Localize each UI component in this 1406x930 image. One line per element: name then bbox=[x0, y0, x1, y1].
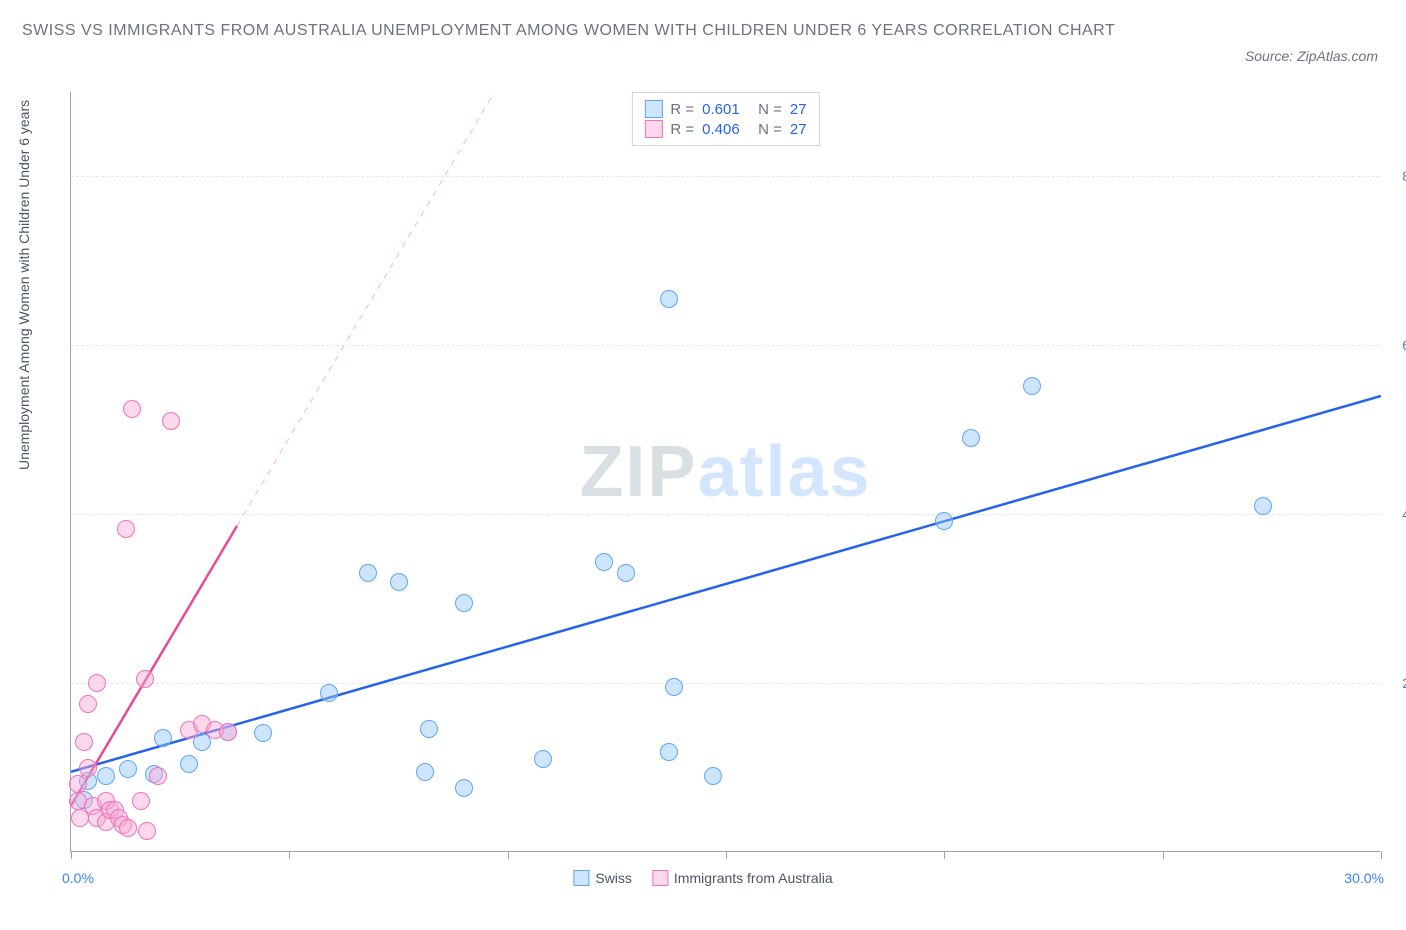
scatter-plot-area: ZIPatlas R = 0.601 N = 27 R = 0.406 N = … bbox=[70, 92, 1380, 852]
data-point bbox=[136, 670, 154, 688]
x-axis-min-label: 0.0% bbox=[62, 870, 94, 886]
data-point bbox=[132, 792, 150, 810]
data-point bbox=[180, 755, 198, 773]
data-point bbox=[962, 429, 980, 447]
x-tick bbox=[1163, 851, 1164, 859]
legend-item-swiss: Swiss bbox=[573, 870, 632, 886]
legend-label-swiss: Swiss bbox=[595, 870, 632, 886]
data-point bbox=[416, 763, 434, 781]
data-point bbox=[79, 695, 97, 713]
data-point bbox=[660, 743, 678, 761]
x-tick bbox=[508, 851, 509, 859]
x-tick bbox=[71, 851, 72, 859]
x-tick bbox=[726, 851, 727, 859]
data-point bbox=[97, 767, 115, 785]
data-point bbox=[75, 733, 93, 751]
data-point bbox=[420, 720, 438, 738]
y-tick-label: 20.0% bbox=[1402, 675, 1406, 691]
data-point bbox=[117, 520, 135, 538]
source-attribution: Source: ZipAtlas.com bbox=[1245, 48, 1378, 64]
data-point bbox=[595, 553, 613, 571]
data-point bbox=[935, 512, 953, 530]
y-tick-label: 80.0% bbox=[1402, 168, 1406, 184]
data-point bbox=[665, 678, 683, 696]
data-point bbox=[704, 767, 722, 785]
data-point bbox=[88, 674, 106, 692]
data-point bbox=[123, 400, 141, 418]
data-point bbox=[320, 684, 338, 702]
y-axis-title: Unemployment Among Women with Children U… bbox=[16, 100, 32, 470]
series-legend: Swiss Immigrants from Australia bbox=[573, 870, 832, 886]
data-point bbox=[149, 767, 167, 785]
data-point bbox=[455, 779, 473, 797]
data-point bbox=[138, 822, 156, 840]
x-tick bbox=[289, 851, 290, 859]
data-point bbox=[534, 750, 552, 768]
data-point bbox=[1254, 497, 1272, 515]
data-point bbox=[455, 594, 473, 612]
swatch-swiss-bottom bbox=[573, 870, 589, 886]
data-point bbox=[359, 564, 377, 582]
swatch-immigrants-bottom bbox=[652, 870, 668, 886]
data-point bbox=[162, 412, 180, 430]
data-point bbox=[79, 759, 97, 777]
data-point bbox=[69, 775, 87, 793]
data-point bbox=[390, 573, 408, 591]
data-point bbox=[154, 729, 172, 747]
legend-label-immigrants: Immigrants from Australia bbox=[674, 870, 833, 886]
legend-item-immigrants: Immigrants from Australia bbox=[652, 870, 833, 886]
x-tick bbox=[944, 851, 945, 859]
data-point bbox=[219, 723, 237, 741]
data-point bbox=[119, 760, 137, 778]
data-point bbox=[617, 564, 635, 582]
y-tick-label: 40.0% bbox=[1402, 506, 1406, 522]
x-axis-max-label: 30.0% bbox=[1344, 870, 1384, 886]
y-tick-label: 60.0% bbox=[1402, 337, 1406, 353]
data-point bbox=[119, 819, 137, 837]
data-point bbox=[1023, 377, 1041, 395]
chart-title: SWISS VS IMMIGRANTS FROM AUSTRALIA UNEMP… bbox=[22, 18, 1115, 44]
x-tick bbox=[1381, 851, 1382, 859]
data-point bbox=[660, 290, 678, 308]
data-point bbox=[254, 724, 272, 742]
